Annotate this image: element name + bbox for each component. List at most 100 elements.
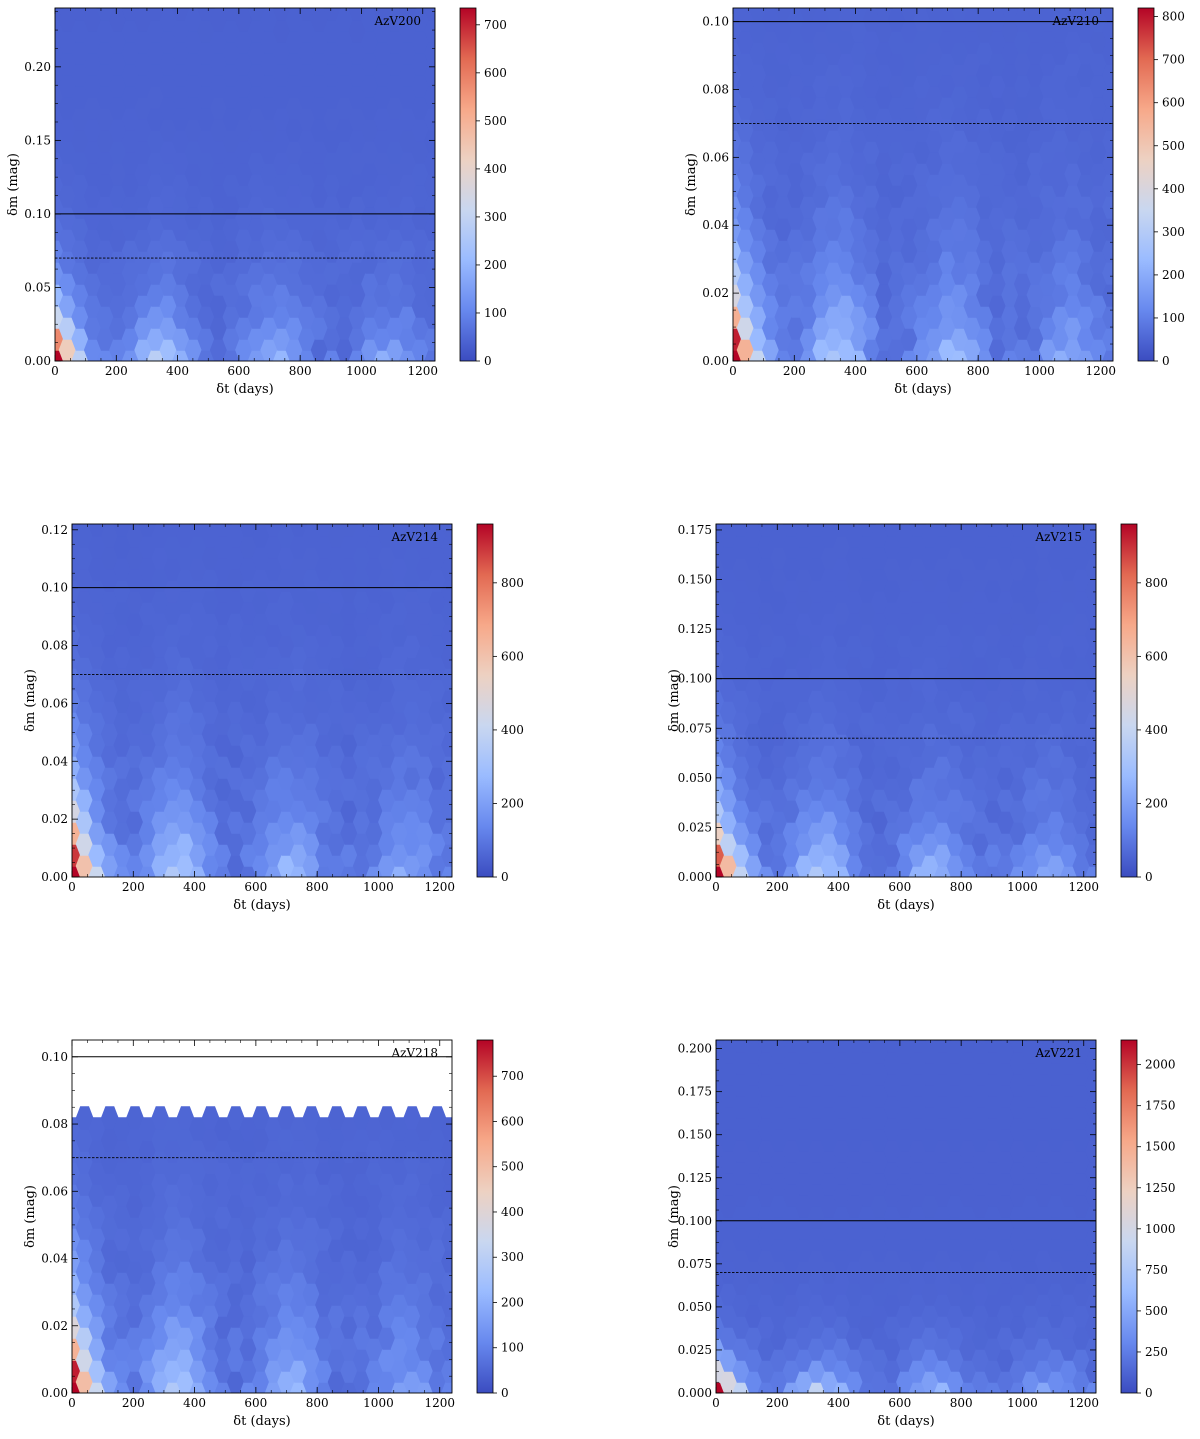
- hexbin-cell: [833, 865, 851, 877]
- hexbin-cell: [845, 1084, 864, 1108]
- hexbin-cell: [695, 634, 713, 657]
- hexbin-cell: [403, 1150, 422, 1174]
- hexbin-cell: [373, 41, 392, 65]
- hexbin-cell: [264, 755, 283, 779]
- hexbin-cell: [858, 821, 877, 845]
- hexbin-cell: [1039, 74, 1057, 98]
- hexbin-cell: [352, 1106, 371, 1130]
- hexbin-cell: [260, 52, 279, 76]
- hexbin-cell: [1009, 799, 1028, 823]
- hexbin-cell: [770, 744, 788, 768]
- hexbin-cell: [310, 338, 329, 361]
- hexbin-cell: [88, 755, 107, 779]
- hexbin-cell: [971, 1326, 990, 1350]
- hexbin-cell: [824, 349, 843, 361]
- hexbin-cell: [883, 1205, 902, 1229]
- hexbin-cell: [88, 1271, 107, 1295]
- hexbin-cell: [378, 722, 396, 746]
- hexbin-cell: [415, 1381, 434, 1393]
- hexbin-cell: [75, 1326, 94, 1350]
- colorbar-tick-label: 600: [1162, 96, 1185, 110]
- colorbar-tick-label: 800: [1145, 576, 1168, 590]
- hexbin-cell: [1034, 843, 1053, 867]
- hexbin-cell: [795, 1040, 814, 1064]
- hexbin-cell: [795, 854, 814, 877]
- hexbin-cell: [302, 546, 321, 570]
- hexbin-cell: [774, 217, 793, 241]
- hexbin-cell: [302, 1194, 321, 1218]
- hexbin-cell: [302, 1150, 321, 1174]
- hexbin-cell: [71, 217, 90, 241]
- hexbin-cell: [310, 184, 329, 208]
- hexbin-cell: [820, 1040, 839, 1064]
- hexbin-cell: [126, 700, 144, 724]
- hexbin-cell: [732, 711, 751, 735]
- hexbin-cell: [782, 689, 801, 713]
- hexbin-cell: [323, 217, 342, 241]
- hexbin-cell: [352, 766, 371, 790]
- hexbin-cell: [908, 1051, 927, 1075]
- hexbin-cell: [971, 810, 990, 834]
- hexbin-cell: [946, 1348, 965, 1372]
- hexbin-cell: [996, 1216, 1015, 1240]
- hexbin-cell: [908, 524, 927, 537]
- hexbin-cell: [921, 1282, 940, 1306]
- hexbin-cell: [72, 645, 81, 669]
- hexbin-cell: [352, 810, 371, 834]
- y-tick-label: 0.06: [41, 1184, 68, 1198]
- hexbin-cell: [390, 524, 409, 537]
- hexbin-cell: [845, 1194, 864, 1218]
- x-tick-label: 1000: [363, 1396, 394, 1410]
- hexbin-cell: [226, 612, 245, 636]
- hexbin-cell: [938, 250, 957, 274]
- hexbin-cell: [933, 1073, 952, 1097]
- hexbin-cell: [386, 30, 405, 54]
- colorbar-tick-label: 600: [501, 649, 524, 663]
- hexbin-cell: [398, 305, 417, 329]
- hexbin-cell: [733, 195, 742, 219]
- hexbin-cell: [975, 1392, 986, 1393]
- hexbin-cell: [908, 601, 927, 625]
- hexbin-cell: [807, 733, 826, 757]
- hexbin-cell: [289, 524, 308, 537]
- hexbin-cell: [285, 162, 304, 186]
- hexbin-cell: [252, 1348, 270, 1372]
- hexbin-cell: [988, 316, 1007, 340]
- hexbin-cell: [323, 63, 342, 87]
- colorbar: [1120, 1039, 1138, 1394]
- hexbin-cell: [887, 228, 906, 252]
- hexbin-cell: [386, 8, 405, 32]
- hexbin-cell: [1072, 678, 1091, 702]
- hexbin-cell: [323, 349, 342, 361]
- hexbin-cell: [845, 1304, 864, 1328]
- hexbin-cell: [896, 1128, 914, 1152]
- hexbin-cell: [933, 1161, 952, 1185]
- hexbin-cell: [134, 118, 153, 142]
- hexbin-cell: [833, 623, 851, 647]
- hexbin-cell: [976, 19, 994, 43]
- hexbin-cell: [441, 524, 452, 537]
- hexbin-cell: [744, 744, 763, 768]
- hexbin-cell: [172, 217, 190, 241]
- hexbin-cell: [963, 30, 982, 54]
- hexbin-cell: [908, 1117, 927, 1141]
- hexbin-cell: [1098, 788, 1116, 811]
- hexbin-cell: [272, 283, 291, 307]
- hexbin-cell: [113, 623, 132, 647]
- hexbin-cell: [938, 140, 957, 164]
- hexbin-cell: [1001, 173, 1020, 197]
- hexbin-cell: [126, 1150, 144, 1174]
- hexbin-cell: [428, 568, 447, 592]
- hexbin-cell: [757, 1139, 776, 1163]
- hexbin-cell: [390, 1359, 409, 1383]
- hexbin-cell: [1047, 1370, 1066, 1393]
- hexbin-cell: [1098, 612, 1116, 635]
- hexbin-cell: [163, 1139, 182, 1163]
- hexbin-cell: [176, 524, 195, 548]
- hexbin-cell: [782, 645, 801, 669]
- hexbin-cell: [807, 1073, 826, 1097]
- hexbin-cell: [159, 228, 178, 252]
- hexbin-cell: [79, 1392, 90, 1393]
- hexbin-cell: [787, 74, 805, 98]
- hexbin-cell: [1072, 612, 1091, 636]
